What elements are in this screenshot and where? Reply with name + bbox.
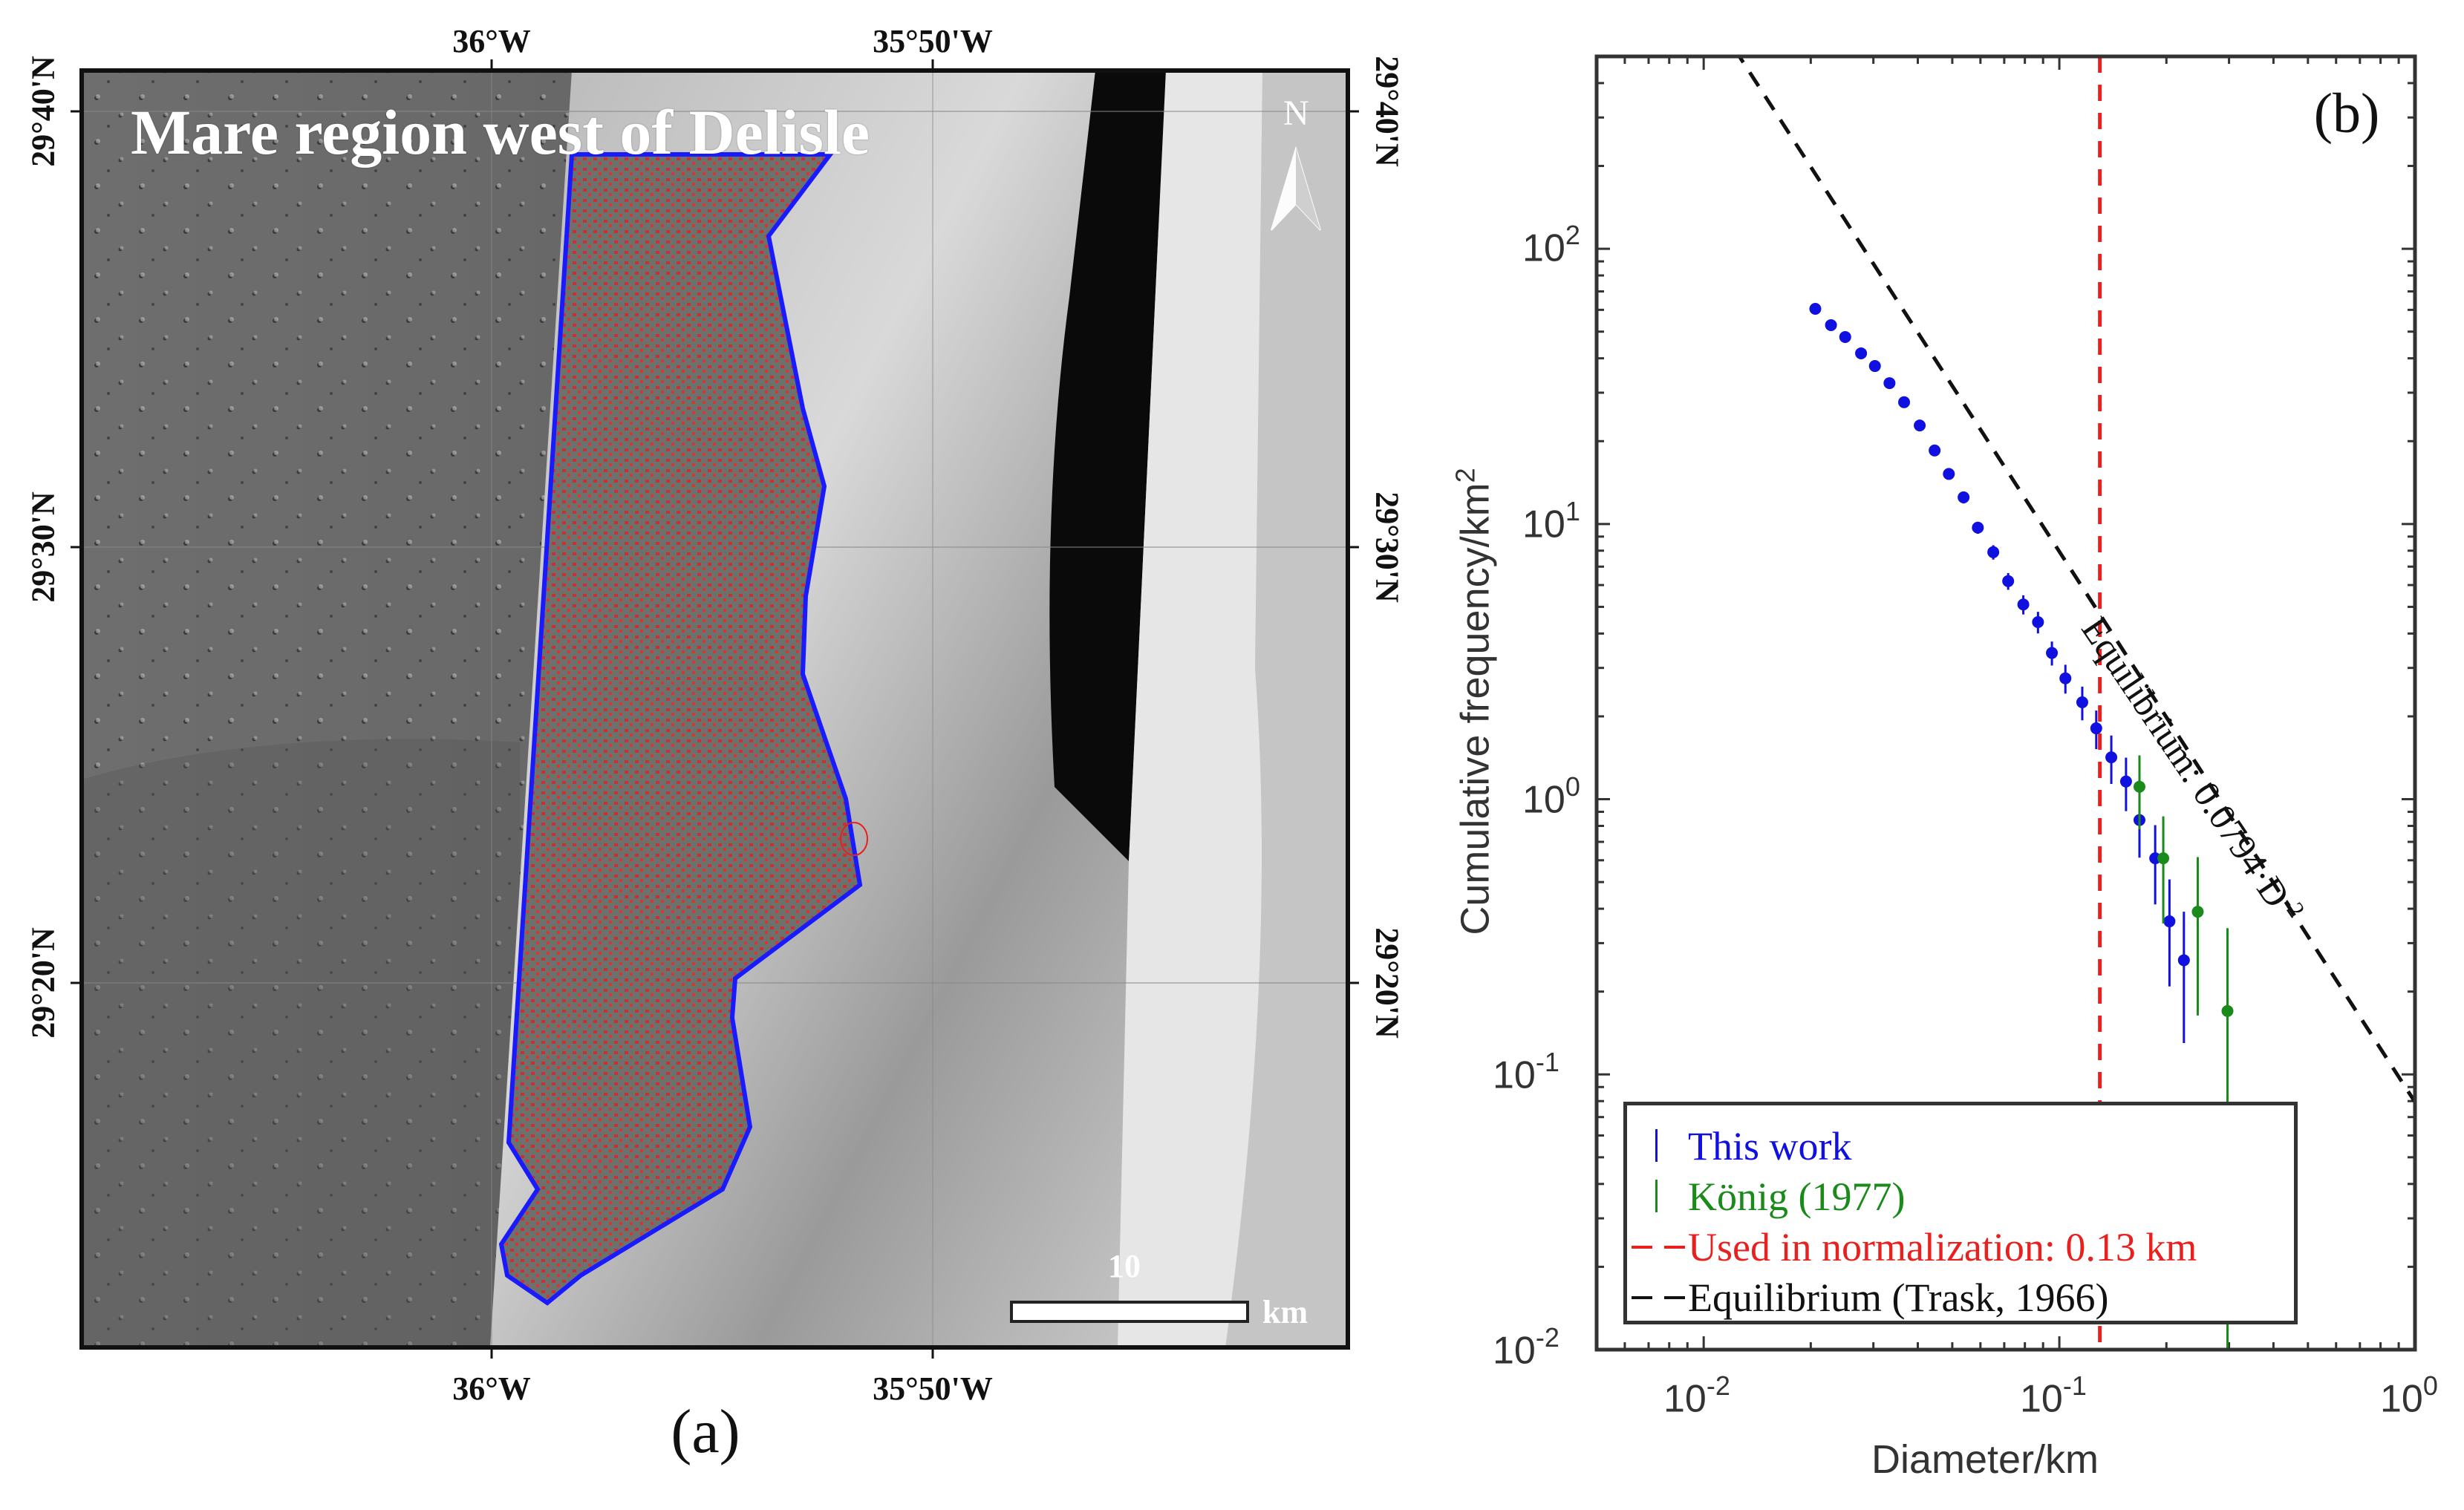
x-tick-1e-2: 10-2 bbox=[1663, 1370, 1730, 1421]
red-dashed-line-icon bbox=[1627, 1221, 1688, 1273]
y-tick-1e-1: 10-1 bbox=[1493, 1047, 1559, 1097]
north-arrow-icon bbox=[1271, 146, 1321, 231]
map-title: Mare region west of Delisle bbox=[131, 97, 870, 168]
y-axis-title: Cumulative frequency/km2 bbox=[1450, 468, 1498, 935]
legend-item-normalization: Used in normalization: 0.13 km bbox=[1627, 1221, 2197, 1273]
panel-a-label: (a) bbox=[671, 1397, 740, 1466]
map-panel: N Mare region west of Delisle 36°W 35°50… bbox=[25, 23, 1406, 1466]
study-area-polygon bbox=[498, 152, 863, 1306]
y-tick-1e1: 101 bbox=[1522, 496, 1580, 546]
panel-b-label: (b) bbox=[2313, 82, 2380, 145]
lon-label-bottom-36w: 36°W bbox=[452, 1370, 531, 1407]
x-tick-1e0: 100 bbox=[2380, 1370, 2438, 1421]
legend-item-equilibrium: Equilibrium (Trask, 1966) bbox=[1627, 1272, 2109, 1324]
blue-errorbar-icon bbox=[1627, 1120, 1688, 1172]
y-tick-1e0: 100 bbox=[1522, 771, 1580, 822]
north-arrow-label: N bbox=[1283, 94, 1309, 133]
x-axis-title: Diameter/km bbox=[1871, 1437, 2099, 1482]
black-dashed-line-icon bbox=[1627, 1272, 1688, 1324]
legend-item-this-work: This work bbox=[1627, 1120, 1851, 1172]
y-tick-1e2: 102 bbox=[1522, 220, 1580, 270]
green-errorbar-icon bbox=[1627, 1171, 1688, 1223]
x-tick-1e-1: 10-1 bbox=[2020, 1370, 2087, 1421]
scale-bar bbox=[1010, 1301, 1249, 1323]
lon-label-bottom-35-50w: 35°50'W bbox=[873, 1370, 993, 1407]
chart-legend: This work König (1977) Used in normaliza… bbox=[1623, 1102, 2298, 1324]
map-image bbox=[71, 59, 1359, 1359]
lon-label-top-36w: 36°W bbox=[452, 23, 531, 59]
y-tick-1e-2: 10-2 bbox=[1493, 1322, 1559, 1373]
legend-item-konig: König (1977) bbox=[1627, 1171, 1905, 1223]
scale-bar-unit: km bbox=[1262, 1294, 1308, 1330]
scale-bar-value: 10 bbox=[1108, 1248, 1141, 1284]
lon-label-top-35-50w: 35°50'W bbox=[873, 23, 993, 59]
